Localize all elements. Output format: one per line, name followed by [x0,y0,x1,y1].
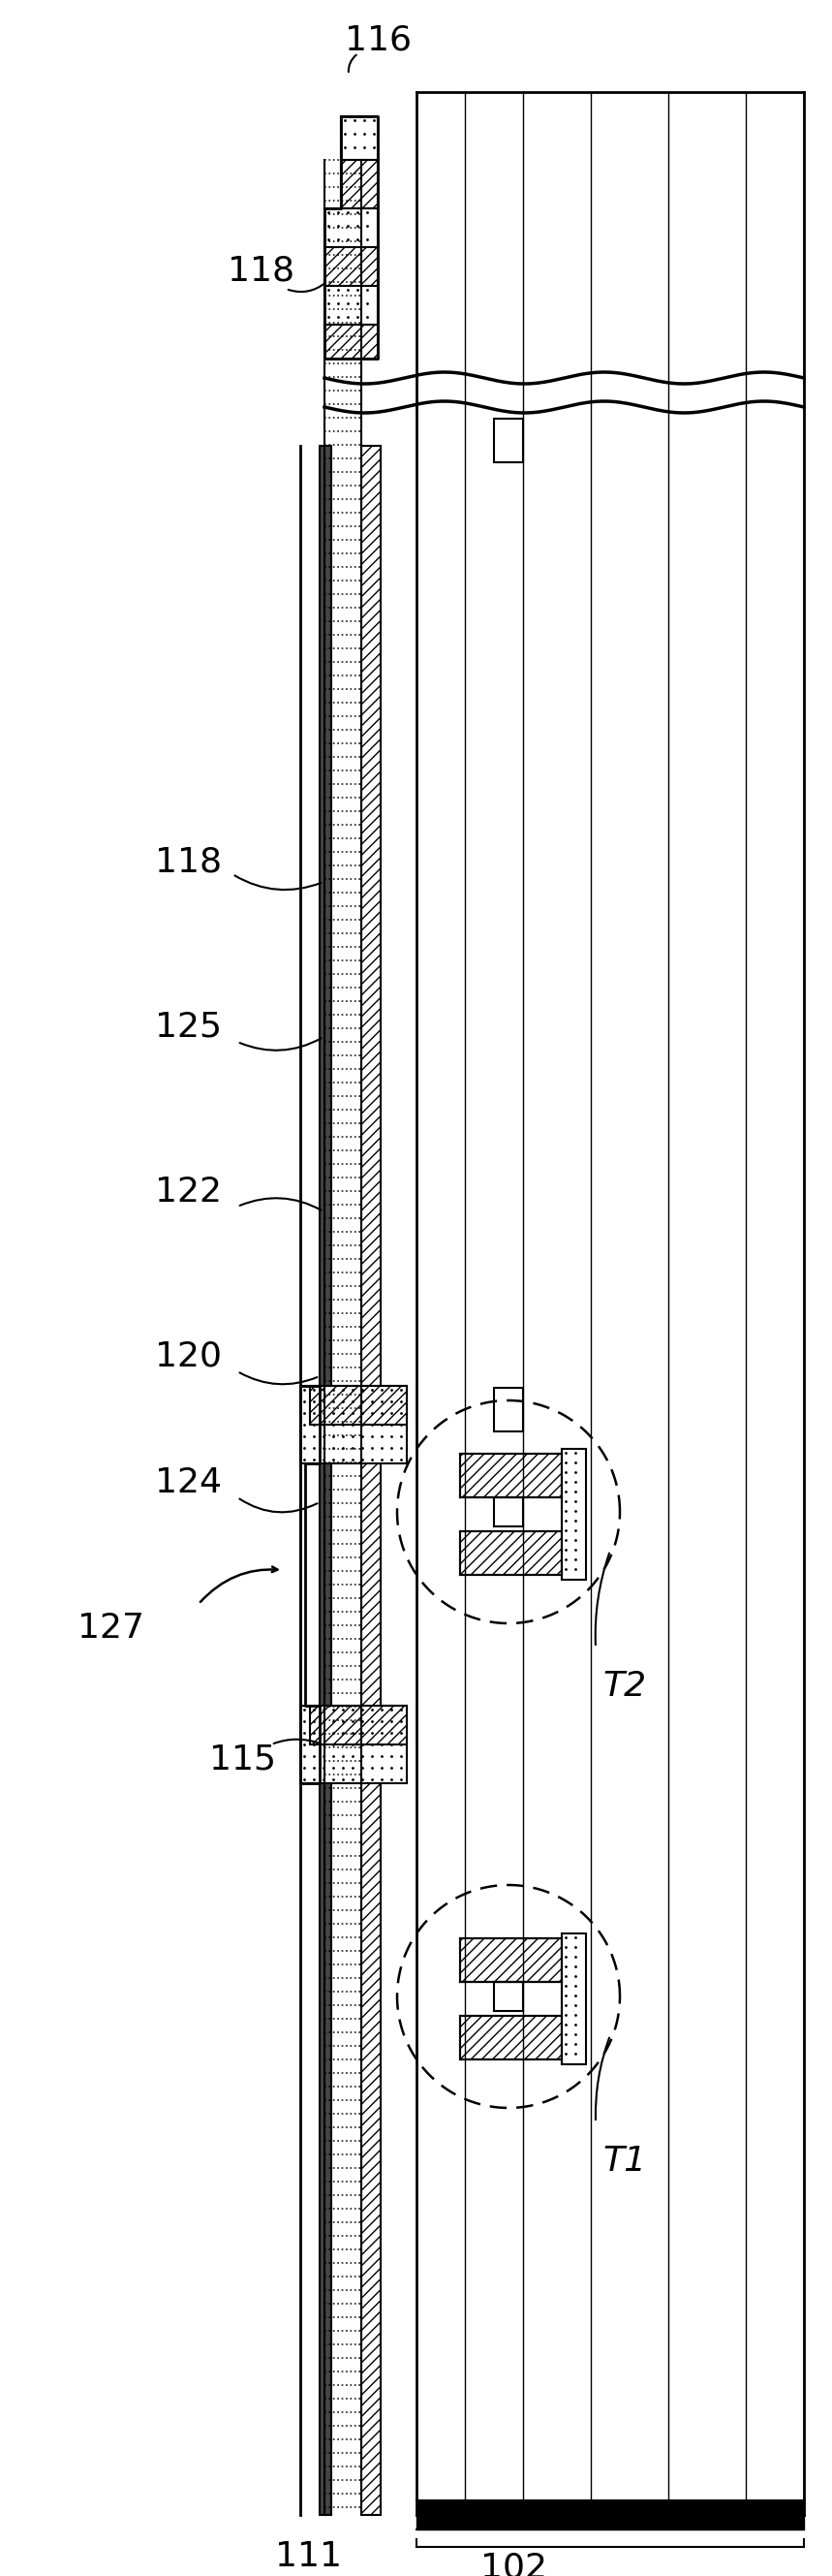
Bar [460,1530,562,1574]
Text: 120: 120 [156,1340,222,1373]
Text: 122: 122 [156,1175,222,1208]
Text: 115: 115 [209,1741,275,1775]
Bar [494,420,523,461]
Bar [310,1386,407,1425]
Text: 124: 124 [156,1466,222,1499]
Text: 118: 118 [156,845,222,878]
Text: 127: 127 [78,1613,145,1643]
Text: 118: 118 [228,255,295,289]
Bar [319,446,331,2514]
Bar [324,286,378,325]
Bar [460,1453,562,1497]
Text: 116: 116 [344,23,411,57]
Bar [310,1705,407,1744]
Bar [324,247,378,286]
Text: 111: 111 [275,2540,341,2573]
Bar [341,160,378,209]
Bar [300,1386,407,1463]
Text: 102: 102 [480,2553,547,2576]
Bar [460,2017,562,2058]
Bar [300,1705,407,1783]
Bar [494,1388,523,1432]
Bar [562,1935,586,2063]
Text: 125: 125 [156,1010,222,1043]
Bar [324,325,378,358]
Bar [341,116,378,160]
Text: T1: T1 [603,2146,646,2177]
Bar [324,209,378,247]
Bar [361,446,381,2514]
Bar [562,1448,586,1579]
Text: T2: T2 [603,1669,646,1703]
Bar [460,1937,562,1981]
